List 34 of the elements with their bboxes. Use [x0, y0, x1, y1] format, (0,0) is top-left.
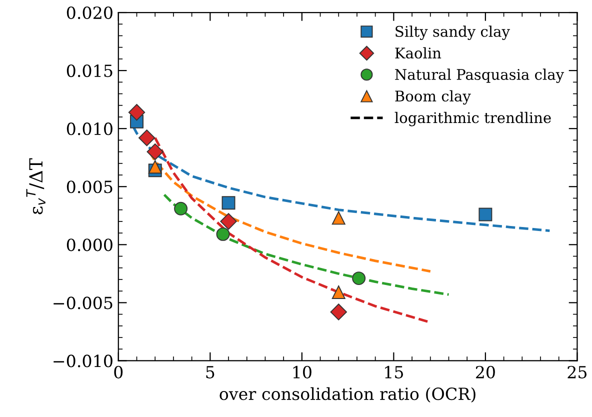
y-tick-label: 0.015 — [66, 64, 112, 78]
point — [220, 213, 237, 230]
y-tick-label: −0.005 — [54, 296, 112, 310]
legend-label: Kaolin — [395, 47, 442, 59]
y-tick-label: 0.020 — [66, 6, 112, 20]
point — [216, 227, 230, 241]
point — [332, 211, 346, 225]
point — [330, 304, 347, 320]
y-axis-title: ε$_{v}$$^{T}$/ΔT — [26, 158, 46, 214]
line-series — [163, 193, 450, 296]
point — [222, 196, 236, 210]
point — [174, 202, 188, 216]
legend-label: Boom clay — [395, 90, 471, 105]
y-tick-label: 0.005 — [66, 180, 112, 194]
y-tick-label: 0.010 — [66, 122, 112, 136]
legend-label: Natural Pasquasia clay — [395, 68, 564, 83]
x-tick-label: 25 — [568, 366, 587, 378]
point — [352, 272, 366, 286]
x-tick-label: 10 — [293, 366, 312, 378]
x-axis-title: over consolidation ratio (OCR) — [220, 387, 476, 403]
point — [332, 285, 346, 299]
point — [128, 104, 146, 121]
point — [146, 143, 164, 160]
point — [148, 160, 162, 174]
legend-label: logarithmic trendline — [394, 112, 551, 126]
point — [478, 208, 492, 222]
y-tick-label: −0.010 — [54, 354, 112, 368]
x-tick-label: 0 — [114, 366, 123, 378]
legend-label: Silty sandy clay — [396, 26, 510, 40]
x-tick-label: 20 — [476, 366, 495, 378]
y-tick-label: 0.000 — [66, 238, 112, 252]
x-tick-label: 15 — [385, 366, 403, 378]
x-tick-label: 5 — [206, 366, 214, 378]
point — [138, 130, 156, 146]
